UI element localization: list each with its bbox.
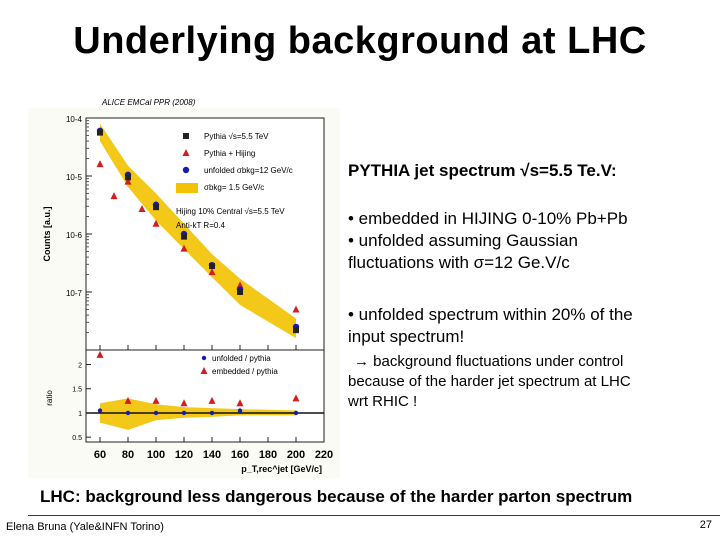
spectrum-point-square [181,233,187,240]
ratio-y-tick-label: 2 [78,363,82,370]
bullet-group-a: • embedded in HIJING 0-10% Pb+Pb • unfol… [348,208,708,274]
spectrum-point-square [293,327,299,334]
legend-band-swatch [176,183,198,193]
ratio-legend-marker [201,355,207,361]
legend-marker [182,149,190,156]
ratio-band [100,398,296,430]
x-tick-label: 200 [287,449,305,461]
ratio-point-triangle [236,399,244,407]
legend-marker [183,133,189,139]
axis-labels: 60 80 100 120 140 160 180 200 220 10-4 10-5 10-6 10-… [42,115,333,474]
figure: Pythia √s=5.5 TeV Pythia + Hijing unfolded… [28,108,340,478]
bullet-group-b: • unfolded spectrum within 20% of the in… [348,304,708,348]
ratio-y-tick-label: 0.5 [72,435,82,442]
ratio-point-triangle [96,350,104,358]
bullet-line: • unfolded spectrum within 20% of the [348,305,633,324]
conclusion: LHC: background less dangerous because o… [40,487,633,506]
legend-label: σbkg= 1.5 GeV/c [204,183,264,192]
spectrum-point-triangle [138,204,146,212]
right-heading: PYTHIA jet spectrum √s=5.5 Te.V: [348,161,617,180]
ratio-point-triangle [208,396,216,404]
bullet-line: • embedded in HIJING 0-10% Pb+Pb [348,209,628,228]
ratio-legend-label: unfolded / pythia [212,354,271,363]
x-tick-label: 180 [259,449,277,461]
ratio-point-triangle [152,396,160,404]
spectrum-point-square [153,204,159,211]
ratio-point-triangle [180,399,188,407]
footer-divider [28,515,720,516]
ratio-point-circle [97,408,103,413]
ratio-point-triangle [124,396,132,404]
y-tick-label: 10-4 [66,115,83,124]
spectrum-point-triangle [96,160,104,168]
spectrum-point-triangle [180,244,188,252]
ratio-legend-label: embedded / pythia [212,367,278,376]
plot-annotation: Hijing 10% Central √s=5.5 TeV [176,207,285,216]
legend-label: Pythia √s=5.5 TeV [204,132,269,141]
ratio-axis-title: ratio [45,390,54,406]
x-tick-label: 100 [147,449,165,461]
y-tick-label: 10-5 [66,173,83,182]
legend-label: unfolded σbkg=12 GeV/c [204,166,293,175]
plot-annotation: Anti-kT R=0.4 [176,221,226,230]
spectrum-point-square [209,263,215,270]
footer-author: Elena Bruna (Yale&INFN Torino) [6,521,164,533]
ratio-point-circle [293,410,299,416]
spectrum-point-triangle [236,281,244,289]
ratio-point-circle [209,410,215,416]
y-tick-label: 10-6 [66,231,83,240]
ratio-point-circle [181,410,187,416]
page-number: 27 [699,519,712,531]
spectrum-point-triangle [292,305,300,313]
ratio-point-triangle [292,394,300,402]
ratio-legend-marker [200,367,208,374]
ratio-point-circle [237,408,243,413]
axis-ticks [86,117,325,442]
citation: ALICE EMCal PPR (2008) [102,98,196,107]
bullet-line: input spectrum! [348,327,465,346]
ratio-y-tick-label: 1 [78,411,82,418]
x-tick-label: 120 [175,449,193,461]
y-tick-label: 10-7 [66,289,83,298]
arrow-line: wrt RHIC ! [348,393,418,410]
jet-spectrum-figure: Pythia √s=5.5 TeV Pythia + Hijing unfolded… [28,108,340,478]
legend: Pythia √s=5.5 TeV Pythia + Hijing unfolded… [176,132,293,376]
ratio-point-circle [125,410,131,416]
bullet-line: • unfolded assuming Gaussian [348,231,578,250]
legend-marker [182,166,190,174]
x-tick-label: 220 [315,449,333,461]
spectrum-point-triangle [208,268,216,276]
x-tick-label: 160 [231,449,249,461]
ratio-band-area [100,398,296,430]
spectrum-band-area [100,123,296,339]
arrow-line: → background fluctuations under control [354,353,624,370]
x-tick-label: 140 [203,449,221,461]
ratio-point-circle [153,410,159,416]
spectrum-point-triangle [110,192,118,200]
spectrum-point-square [97,129,103,136]
spectrum-band [100,123,296,339]
slide-title: Underlying background at LHC [73,20,647,62]
spectrum-point-square [125,174,131,181]
x-axis-title: p_T,rec^jet [GeV/c] [241,464,322,474]
spectrum-point-square [237,289,243,295]
bullet-line: fluctuations with σ=12 Ge.V/c [348,253,570,272]
spectrum-point-triangle [124,177,132,185]
legend-label: Pythia + Hijing [204,149,255,158]
x-tick-label: 60 [94,449,106,461]
data-points [96,127,300,416]
x-tick-label: 80 [122,449,134,461]
y-axis-title: Counts [a.u.] [42,207,52,262]
ratio-y-tick-label: 1.5 [72,387,82,394]
arrow-note: → background fluctuations under control … [348,352,708,412]
arrow-line: because of the harder jet spectrum at LH… [348,373,631,390]
spectrum-point-triangle [152,219,160,227]
